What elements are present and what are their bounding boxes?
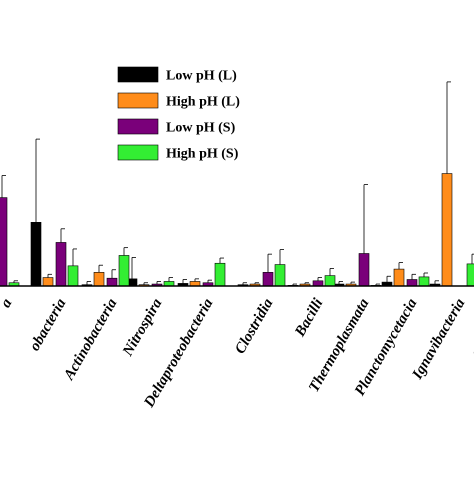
x-tick-label-3: Nitrospira xyxy=(119,296,165,360)
legend-swatch-0 xyxy=(117,66,159,83)
bar-2-5 xyxy=(262,272,274,287)
x-tick-label-1: obacteria xyxy=(27,296,70,354)
legend-swatch-3 xyxy=(117,144,159,161)
legend-swatch-1 xyxy=(117,92,159,109)
bar-3-9 xyxy=(466,263,474,287)
x-tick-label-9: Ignavibacteria xyxy=(409,296,469,383)
legend-label-0: Low pH (L) xyxy=(166,69,237,84)
error-bars-layer xyxy=(1,81,474,286)
legend-label-1: High pH (L) xyxy=(166,95,240,110)
bar-2-2 xyxy=(106,277,118,287)
bar-2-0 xyxy=(0,197,8,287)
legend: Low pH (L) High pH (L) Low pH (S) High pH (… xyxy=(117,66,240,162)
bar-0-1 xyxy=(30,222,42,287)
bars-layer xyxy=(0,173,474,287)
bar-3-4 xyxy=(214,262,226,287)
x-tick-label-0: a xyxy=(0,296,16,311)
bar-2-6 xyxy=(312,280,324,287)
legend-label-2: Low pH (S) xyxy=(166,121,236,136)
bar-3-5 xyxy=(274,264,286,287)
bar-3-6 xyxy=(324,275,336,287)
bar-1-1 xyxy=(42,277,54,287)
x-tick-label-2: Actinobacteria xyxy=(61,296,121,384)
legend-swatch-2 xyxy=(117,118,159,135)
x-tick-label-10: Sphingoba xyxy=(470,296,474,362)
bar-1-9 xyxy=(441,173,453,287)
bar-3-1 xyxy=(67,265,79,287)
bar-2-8 xyxy=(406,279,418,287)
x-tick-label-5: Clostridia xyxy=(232,296,277,357)
legend-label-3: High pH (S) xyxy=(166,147,239,162)
bar-1-2 xyxy=(93,272,105,287)
bar-2-1 xyxy=(55,242,67,287)
bar-1-8 xyxy=(393,268,405,287)
bar-2-7 xyxy=(358,253,370,287)
bar-3-2 xyxy=(118,255,130,287)
x-tick-label-6: Bacilli xyxy=(292,295,327,340)
bar-3-8 xyxy=(418,276,430,287)
